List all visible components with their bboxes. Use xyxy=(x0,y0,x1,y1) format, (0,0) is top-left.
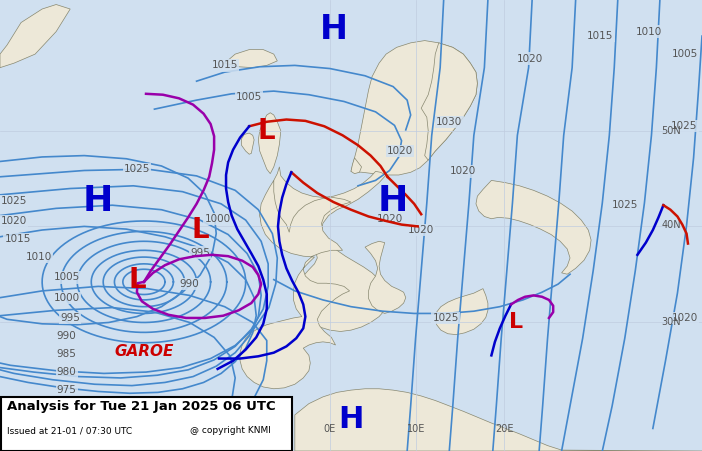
Text: 40N: 40N xyxy=(661,221,681,230)
Text: 1015: 1015 xyxy=(587,31,614,41)
Text: 1015: 1015 xyxy=(4,234,31,244)
Text: 980: 980 xyxy=(57,367,77,377)
Text: 1025: 1025 xyxy=(124,164,150,174)
Text: 1000: 1000 xyxy=(53,293,80,303)
Polygon shape xyxy=(365,241,406,313)
Text: 1025: 1025 xyxy=(432,313,459,323)
Text: Analysis for Tue 21 Jan 2025 06 UTC: Analysis for Tue 21 Jan 2025 06 UTC xyxy=(7,400,276,414)
Text: Issued at 21-01 / 07:30 UTC: Issued at 21-01 / 07:30 UTC xyxy=(7,426,132,435)
Text: 1020: 1020 xyxy=(450,166,477,176)
Polygon shape xyxy=(351,41,477,175)
Text: 1025: 1025 xyxy=(611,200,638,210)
Text: 1005: 1005 xyxy=(236,92,263,102)
Text: H: H xyxy=(338,405,364,434)
Polygon shape xyxy=(225,50,277,68)
Text: 1020: 1020 xyxy=(671,313,698,323)
Text: 1005: 1005 xyxy=(110,410,136,420)
Text: L: L xyxy=(509,313,523,332)
Text: 995: 995 xyxy=(190,248,210,258)
Text: 1010: 1010 xyxy=(25,252,52,262)
Text: 985: 985 xyxy=(57,349,77,359)
Polygon shape xyxy=(260,167,388,331)
Text: 1020: 1020 xyxy=(517,54,543,64)
Text: 20E: 20E xyxy=(495,424,513,434)
Text: 30N: 30N xyxy=(661,318,681,327)
Text: 1005: 1005 xyxy=(138,419,164,429)
Text: 1015: 1015 xyxy=(211,60,238,70)
Text: 995: 995 xyxy=(60,313,80,323)
Text: 10E: 10E xyxy=(407,424,425,434)
Text: H: H xyxy=(83,184,114,218)
Text: 1020: 1020 xyxy=(387,146,413,156)
Text: 1010: 1010 xyxy=(636,27,663,37)
Text: 990: 990 xyxy=(180,279,199,289)
Text: 0E: 0E xyxy=(324,424,336,434)
Text: H: H xyxy=(319,13,347,46)
Text: H: H xyxy=(378,184,409,218)
Polygon shape xyxy=(241,133,254,154)
FancyBboxPatch shape xyxy=(1,397,292,451)
Text: 1005: 1005 xyxy=(53,272,80,282)
Polygon shape xyxy=(351,158,362,174)
Polygon shape xyxy=(421,43,477,160)
Text: 1020: 1020 xyxy=(408,225,435,235)
Text: 1030: 1030 xyxy=(436,117,463,127)
Polygon shape xyxy=(0,5,70,68)
Polygon shape xyxy=(240,180,351,389)
Text: 990: 990 xyxy=(57,331,77,341)
Polygon shape xyxy=(435,289,488,335)
Text: L: L xyxy=(128,266,146,294)
Text: L: L xyxy=(191,216,209,244)
Text: 1025: 1025 xyxy=(1,196,27,206)
Text: 1025: 1025 xyxy=(671,121,698,131)
Text: L: L xyxy=(258,117,276,145)
Text: @ copyright KNMI: @ copyright KNMI xyxy=(190,426,270,435)
Text: 1000: 1000 xyxy=(204,214,231,224)
Polygon shape xyxy=(258,113,281,174)
Polygon shape xyxy=(295,389,702,451)
Text: 975: 975 xyxy=(57,385,77,395)
Text: 50N: 50N xyxy=(661,126,681,136)
Polygon shape xyxy=(476,180,591,274)
Text: 1020: 1020 xyxy=(376,214,403,224)
Text: GAROE: GAROE xyxy=(114,344,173,359)
Text: 1005: 1005 xyxy=(671,49,698,59)
Text: 1020: 1020 xyxy=(1,216,27,226)
